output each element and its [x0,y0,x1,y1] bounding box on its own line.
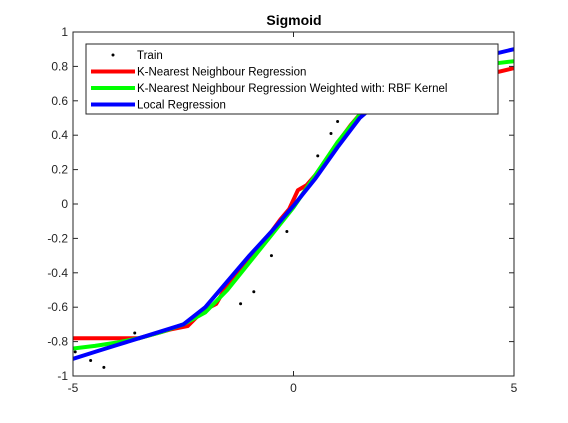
plot-area: -5 0 5 -1 -0.8 -0.6 -0.4 -0.2 0 0.2 0.4 0.6 0.8 1 Trai… [47,25,517,395]
y-tick-label: -0.4 [47,266,68,280]
train-point [269,254,273,258]
y-tick-label: 0.8 [51,59,68,73]
y-tick-label: -0.6 [47,300,68,314]
train-point [336,119,340,123]
legend-swatch-0 [111,53,115,57]
y-tick-label: 0 [61,197,68,211]
y-tick-label: 1 [61,25,68,39]
legend-box [85,43,499,115]
train-point [316,154,320,158]
train-point [285,230,289,234]
y-tick-label: 0.2 [51,163,68,177]
legend: Train K-Nearest Neighbour Regression K-Nea… [85,43,499,115]
x-tick-label: -5 [68,381,79,395]
chart-title: Sigmoid [266,12,321,28]
legend-label-0: Train [137,50,163,62]
train-point [329,131,333,135]
y-tick-label: -1 [57,369,68,383]
train-point [239,302,243,306]
legend-label-3: Local Regression [137,100,226,112]
legend-label-1: K-Nearest Neighbour Regression [137,67,306,79]
train-point [133,331,137,335]
train-point [89,359,93,363]
x-tick-label: 5 [511,381,518,395]
legend-label-2: K-Nearest Neighbour Regression Weighted … [137,83,447,95]
train-point [252,290,256,294]
y-tick-label: 0.6 [51,94,68,108]
x-tick-label: 0 [290,381,297,395]
y-tick-label: -0.8 [47,335,68,349]
train-point [73,350,77,354]
y-tick-label: 0.4 [51,128,68,142]
y-tick-label: -0.2 [47,231,68,245]
train-point [102,365,106,369]
